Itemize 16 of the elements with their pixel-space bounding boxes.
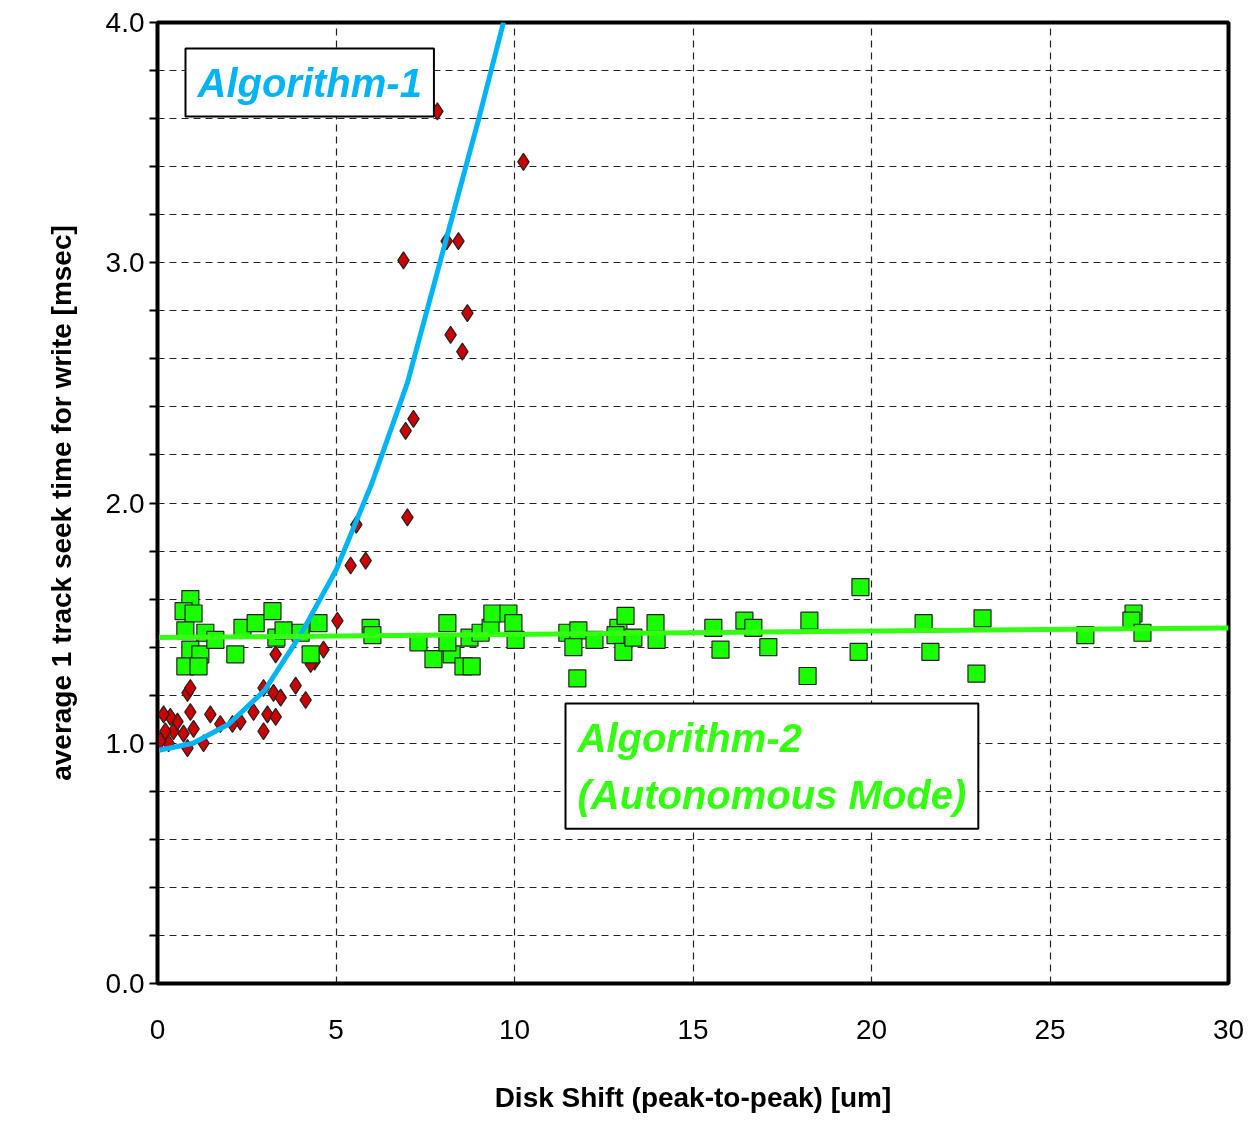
y-tick-label: 0.0	[105, 968, 145, 999]
x-tick-label: 10	[498, 1013, 531, 1045]
x-tick-label: 15	[677, 1013, 709, 1045]
x-axis-title: Disk Shift (peak-to-peak) [um]	[494, 1081, 892, 1113]
x-tick-label: 25	[1034, 1013, 1066, 1045]
y-axis-title: average 1 track seek time for write [msec]	[45, 225, 77, 781]
y-tick-label: 1.0	[105, 727, 145, 759]
y-tick-label: 4.0	[105, 7, 145, 38]
y-tick-label: 2.0	[105, 487, 145, 519]
y-tick-label: 3.0	[105, 247, 145, 279]
series-label: Algorithm-1	[196, 60, 422, 105]
text: Algorithm-2 (Autonomous Mode)	[576, 715, 967, 817]
x-tick-label: 0	[149, 1013, 166, 1045]
x-tick-label: 5	[328, 1013, 344, 1045]
x-tick-label: 20	[855, 1013, 888, 1045]
x-tick-label: 30	[1212, 1013, 1245, 1045]
